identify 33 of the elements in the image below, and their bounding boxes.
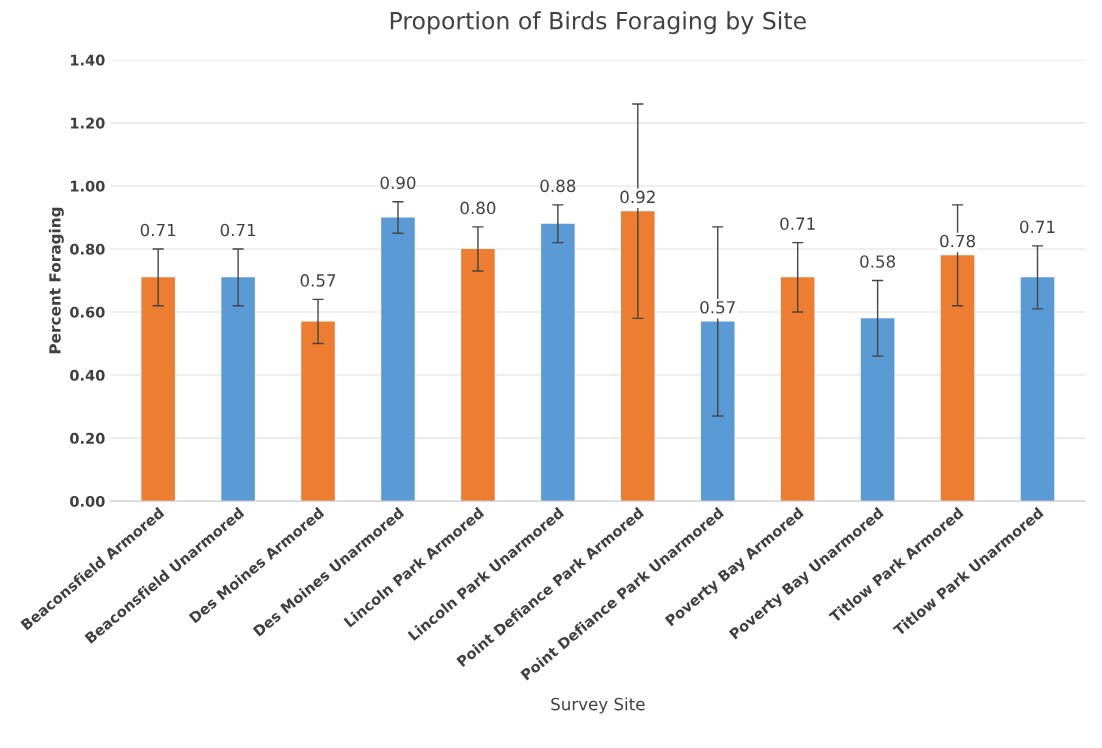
y-tick-label: 1.20 — [71, 117, 105, 129]
chart-title: Proportion of Birds Foraging by Site — [390, 11, 806, 35]
data-label: 0.71 — [1020, 220, 1055, 234]
y-axis-title: Percent Foraging — [48, 207, 64, 354]
data-label: 0.78 — [940, 234, 975, 248]
bar — [780, 277, 815, 502]
data-label: 0.57 — [700, 300, 735, 314]
bar — [301, 321, 335, 502]
data-label: 0.90 — [380, 176, 416, 190]
bar — [1020, 277, 1055, 502]
bar — [221, 277, 255, 502]
data-label: 0.57 — [300, 274, 336, 287]
y-tick-label: 0.20 — [70, 432, 105, 444]
bar — [141, 277, 175, 502]
y-tick-label: 1.00 — [71, 180, 105, 192]
y-tick-label: 0.00 — [70, 495, 105, 507]
bar — [381, 217, 415, 502]
bar — [860, 318, 895, 502]
y-tick-label: 0.60 — [70, 306, 105, 318]
data-label: 0.71 — [220, 223, 256, 237]
x-axis-title: Survey Site — [551, 697, 645, 714]
bar — [541, 223, 575, 502]
data-label: 0.92 — [620, 190, 655, 204]
data-label: 0.58 — [860, 255, 896, 268]
data-label: 0.80 — [460, 201, 496, 215]
y-tick-label: 0.40 — [70, 369, 105, 381]
bar — [621, 211, 655, 502]
data-label: 0.71 — [140, 223, 176, 237]
y-tick-label: 1.40 — [71, 54, 105, 66]
y-tick-label: 0.80 — [70, 243, 105, 255]
bar — [461, 248, 495, 502]
data-label: 0.88 — [540, 179, 576, 193]
data-label: 0.71 — [780, 217, 815, 230]
